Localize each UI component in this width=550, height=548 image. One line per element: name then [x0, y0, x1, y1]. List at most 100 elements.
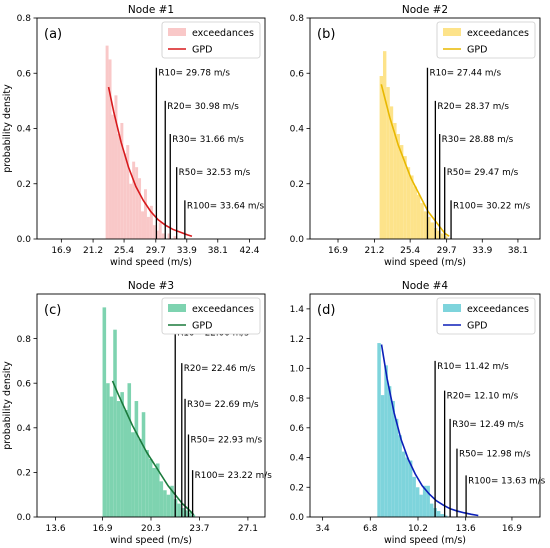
legend-label-exceedances: exceedances — [192, 304, 254, 315]
x-tick-label: 20.3 — [141, 524, 161, 534]
legend: exceedances GPD — [436, 297, 536, 335]
return-level-label: R30= 31.66 m/s — [172, 135, 244, 145]
histogram-bar — [102, 307, 107, 517]
histogram-bar — [131, 432, 135, 517]
return-level-label: R20= 12.10 m/s — [447, 392, 519, 402]
y-tick-label: 0.6 — [17, 69, 32, 79]
histogram-bar — [114, 95, 118, 239]
x-tick-label: 33.9 — [177, 246, 197, 256]
x-tick-label: 16.9 — [328, 246, 348, 256]
y-tick-label: 0.0 — [290, 235, 305, 245]
y-tick-label: 0.2 — [17, 469, 31, 479]
legend-swatch-exceedances — [443, 28, 461, 36]
legend: exceedances GPD — [161, 297, 261, 335]
x-tick-label: 25.4 — [400, 246, 420, 256]
x-tick-label: 3.4 — [315, 524, 330, 534]
histogram-bar — [127, 383, 132, 517]
histogram-bar — [440, 514, 444, 517]
histogram-bar — [109, 396, 114, 517]
histogram-bar — [180, 508, 185, 517]
histogram-bar — [123, 153, 127, 239]
y-tick-label: 0.0 — [17, 235, 32, 245]
histogram-bar — [389, 106, 394, 240]
histogram-bar — [429, 503, 434, 517]
x-tick-label: 16.9 — [93, 524, 113, 534]
y-tick-label: 1.2 — [290, 335, 304, 345]
histogram-bar — [129, 183, 133, 239]
histogram-bar — [173, 236, 177, 239]
x-tick-label: 38.1 — [208, 246, 228, 256]
return-level-label: R20= 28.37 m/s — [437, 102, 509, 112]
legend-label-gpd: GPD — [192, 321, 212, 332]
histogram-bar — [149, 205, 153, 239]
histogram-bar — [384, 365, 388, 517]
histogram-bar — [159, 481, 164, 517]
x-tick-label: 16.9 — [502, 524, 522, 534]
histogram-bar — [412, 476, 416, 517]
y-tick-label: 0.8 — [17, 335, 32, 345]
histogram-bar — [406, 167, 411, 239]
histogram-bar — [141, 412, 146, 517]
histogram-bar — [403, 156, 407, 239]
histogram-bar — [141, 211, 144, 239]
histogram-bar — [408, 460, 413, 517]
x-tick-label: 33.9 — [472, 246, 492, 256]
histogram-bar — [430, 222, 434, 239]
histogram-bar — [440, 233, 445, 239]
return-level-label: R10= 29.78 m/s — [158, 69, 230, 79]
y-tick-label: 0.2 — [290, 483, 304, 493]
histogram-bar — [120, 122, 124, 239]
return-level-label: R30= 12.49 m/s — [452, 420, 524, 430]
histogram-bar — [427, 216, 431, 239]
y-tick-label: 0.4 — [17, 424, 32, 434]
return-level-label: R100= 23.22 m/s — [195, 471, 273, 481]
y-tick-label: 0.8 — [290, 394, 305, 404]
y-tick-label: 0.8 — [17, 14, 32, 24]
histogram-bar — [135, 167, 139, 239]
histogram-bar — [391, 401, 395, 517]
legend: exceedances GPD — [161, 21, 261, 59]
panel-label: (c) — [44, 303, 61, 318]
histogram-bar — [120, 392, 124, 517]
x-tick-label: 21.2 — [83, 246, 103, 256]
y-tick-label: 0.4 — [17, 125, 32, 135]
return-level-label: R100= 33.64 m/s — [187, 201, 265, 211]
panel-title: Node #4 — [402, 280, 449, 292]
histogram-bar — [106, 383, 110, 517]
histogram-bar — [111, 114, 115, 239]
panel-label: (d) — [317, 303, 335, 318]
histogram-bar — [416, 194, 421, 239]
histogram-bar — [152, 467, 156, 517]
x-tick-label: 29.7 — [146, 246, 166, 256]
legend-label-exceedances: exceedances — [467, 304, 529, 315]
legend-swatch-exceedances — [168, 304, 186, 312]
histogram-bar — [422, 485, 427, 517]
histogram-bar — [191, 514, 196, 517]
histogram-bar — [420, 203, 424, 239]
return-level-label: R50= 22.93 m/s — [190, 435, 262, 445]
histogram-bar — [394, 418, 399, 517]
histogram-bar — [146, 216, 150, 239]
histogram-bar — [437, 230, 441, 239]
panel-title: Node #2 — [402, 4, 448, 16]
histogram-bar — [401, 451, 406, 517]
y-tick-label: 0.0 — [17, 513, 32, 523]
histogram-bar — [167, 233, 171, 239]
histogram-bar — [444, 236, 448, 239]
y-tick-label: 1.4 — [290, 305, 305, 315]
histogram-bar — [398, 435, 402, 517]
legend: exceedances GPD — [436, 21, 536, 59]
y-tick-label: 0.8 — [290, 14, 305, 24]
histogram-bar — [184, 510, 189, 517]
histogram-bar — [410, 175, 414, 239]
x-tick-label: 42.4 — [239, 246, 259, 256]
y-tick-label: 0.6 — [290, 424, 305, 434]
histogram-bar — [166, 494, 171, 517]
return-level-label: R10= 11.42 m/s — [437, 362, 509, 372]
gpd-curve — [107, 86, 193, 238]
histogram-bar — [123, 409, 128, 517]
histogram-bar — [419, 494, 423, 517]
legend-label-gpd: GPD — [467, 45, 487, 56]
histogram-bar — [161, 233, 165, 239]
